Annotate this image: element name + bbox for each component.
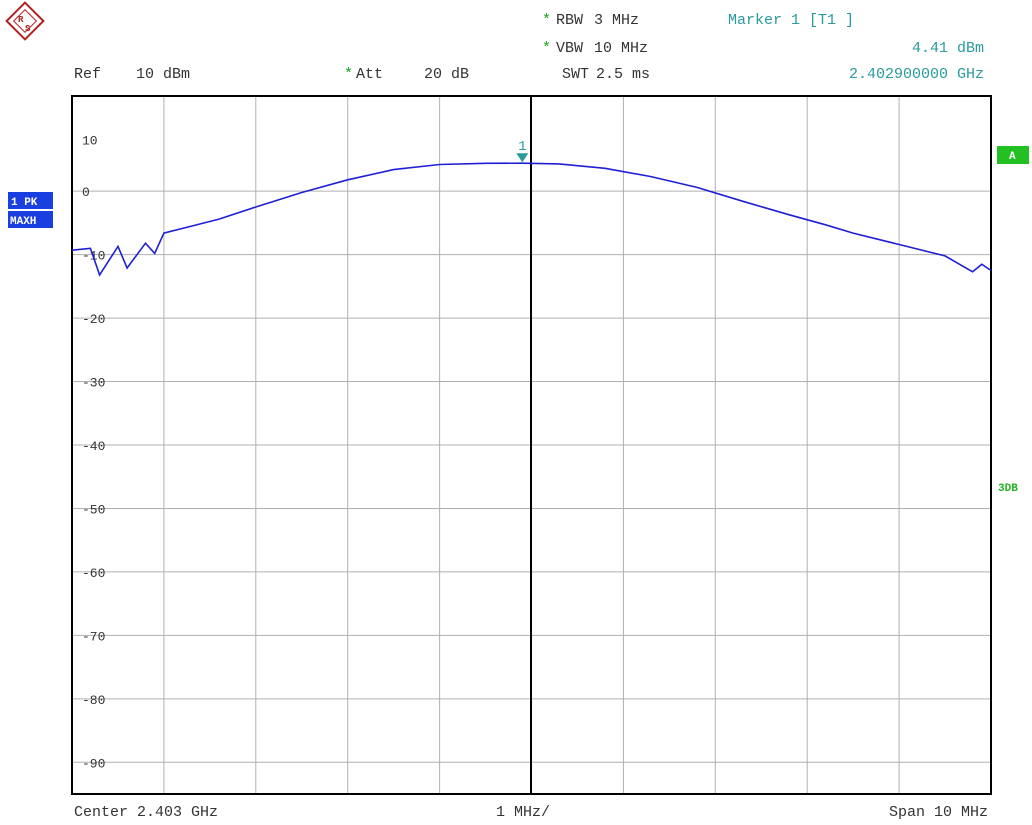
limit-label: 3DB (998, 483, 1018, 495)
trace-badge: 1 PK (8, 192, 53, 209)
swt-label: SWT (562, 66, 589, 83)
mode-badge: MAXH (8, 211, 53, 228)
marker-level: 4.41 dBm (912, 40, 984, 57)
att-label: Att (356, 66, 383, 83)
frequency-per-division: 1 MHz/ (496, 804, 550, 821)
marker-title: Marker 1 [T1 ] (728, 12, 854, 29)
trace-line (71, 162, 992, 277)
y-tick-label: -90 (82, 756, 105, 771)
rbw-label: RBW (556, 12, 583, 29)
ref-value: 10 dBm (136, 66, 190, 83)
marker-label: 1 (518, 139, 526, 155)
svg-text:1 PK: 1 PK (11, 197, 38, 209)
span: Span 10 MHz (889, 804, 988, 821)
swt-value: 2.5 ms (596, 66, 650, 83)
y-tick-label: -70 (82, 629, 105, 644)
vbw-label: VBW (556, 40, 583, 57)
att-star: * (344, 66, 353, 83)
svg-text:A: A (1009, 151, 1016, 163)
trace-id-badge: A (997, 146, 1029, 164)
svg-text:R: R (18, 15, 24, 25)
att-value: 20 dB (424, 66, 469, 83)
rbw-value: 3 MHz (594, 12, 639, 29)
y-tick-label: 10 (82, 134, 98, 149)
y-tick-label: -30 (82, 376, 105, 391)
y-tick-label: -40 (82, 439, 105, 454)
markers: 1 (516, 139, 529, 163)
y-tick-label: -80 (82, 693, 105, 708)
y-tick-label: -60 (82, 566, 105, 581)
ref-label: Ref (74, 66, 101, 83)
vbw-star: * (542, 40, 551, 57)
y-tick-label: -20 (82, 312, 105, 327)
rs-logo: R S (5, 1, 45, 41)
rbw-star: * (542, 12, 551, 29)
y-tick-label: 0 (82, 185, 90, 200)
center-frequency: Center 2.403 GHz (74, 804, 218, 821)
y-tick-label: -50 (82, 502, 105, 517)
marker-freq: 2.402900000 GHz (849, 66, 984, 83)
svg-text:S: S (25, 24, 31, 34)
vbw-value: 10 MHz (594, 40, 648, 57)
svg-text:MAXH: MAXH (10, 216, 36, 228)
marker-triangle (516, 153, 529, 163)
y-tick-labels: 100-10-20-30-40-50-60-70-80-90 (82, 134, 105, 772)
